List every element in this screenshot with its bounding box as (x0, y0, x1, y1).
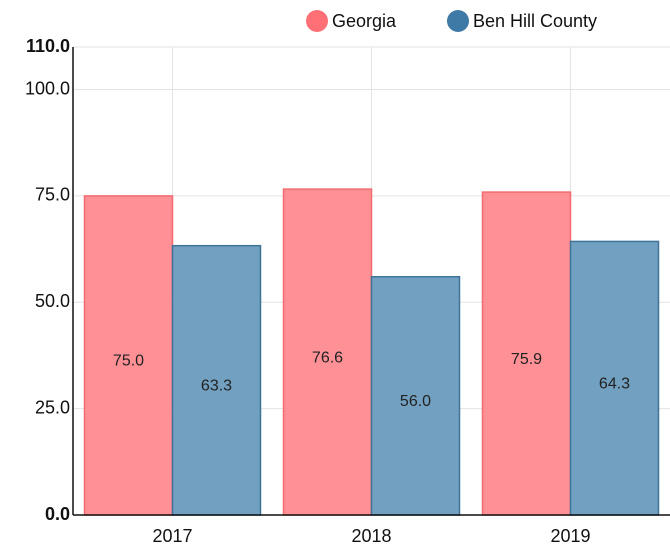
legend-marker (447, 10, 469, 32)
data-label: 64.3 (599, 375, 630, 392)
y-tick-label: 25.0 (35, 397, 70, 417)
y-tick-label: 50.0 (35, 291, 70, 311)
data-label: 63.3 (201, 378, 232, 395)
data-label: 56.0 (400, 393, 431, 410)
data-label: 75.0 (113, 353, 144, 370)
legend-label: Georgia (332, 11, 397, 31)
x-tick-label: 2019 (550, 526, 590, 546)
y-tick-label: 75.0 (35, 185, 70, 205)
legend-label: Ben Hill County (473, 11, 597, 31)
data-label: 75.9 (511, 351, 542, 368)
x-tick-label: 2018 (351, 526, 391, 546)
legend-marker (306, 10, 328, 32)
bar (569, 240, 660, 516)
y-tick-label: 0.0 (45, 504, 70, 524)
y-tick-label: 110.0 (26, 36, 70, 56)
data-label: 76.6 (312, 349, 343, 366)
y-tick-label: 100.0 (25, 78, 70, 98)
x-tick-label: 2017 (152, 526, 192, 546)
